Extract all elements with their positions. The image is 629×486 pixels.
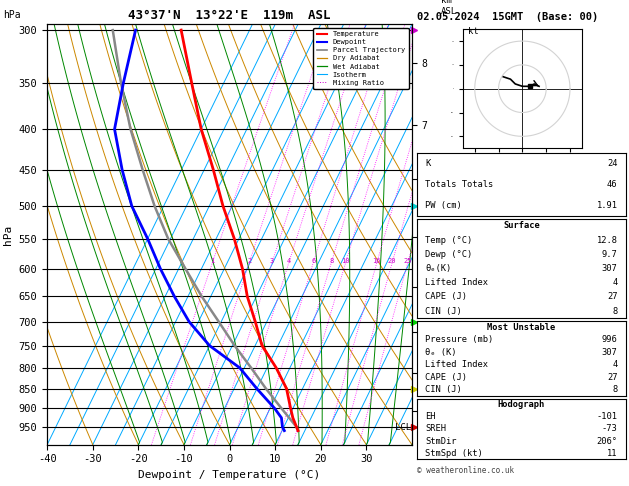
Text: 10: 10 xyxy=(342,258,350,264)
Text: 16: 16 xyxy=(372,258,381,264)
Y-axis label: hPa: hPa xyxy=(3,225,13,244)
X-axis label: Dewpoint / Temperature (°C): Dewpoint / Temperature (°C) xyxy=(138,470,321,480)
Text: CIN (J): CIN (J) xyxy=(425,385,462,394)
Text: CIN (J): CIN (J) xyxy=(425,307,462,316)
Text: kt: kt xyxy=(467,27,479,36)
Text: Most Unstable: Most Unstable xyxy=(487,323,555,331)
Text: 12.8: 12.8 xyxy=(596,236,618,244)
Text: StmDir: StmDir xyxy=(425,436,457,446)
Text: km
ASL: km ASL xyxy=(441,0,457,16)
Text: 206°: 206° xyxy=(596,436,618,446)
Text: 996: 996 xyxy=(602,335,618,344)
Text: Totals Totals: Totals Totals xyxy=(425,180,494,189)
Text: 2: 2 xyxy=(247,258,251,264)
Text: 307: 307 xyxy=(602,264,618,273)
Text: SREH: SREH xyxy=(425,424,447,434)
Text: 4: 4 xyxy=(612,278,618,287)
Text: StmSpd (kt): StmSpd (kt) xyxy=(425,449,483,458)
Text: 6: 6 xyxy=(311,258,315,264)
Text: 4: 4 xyxy=(612,360,618,369)
Text: θₑ(K): θₑ(K) xyxy=(425,264,452,273)
Text: Temp (°C): Temp (°C) xyxy=(425,236,472,244)
Text: 1: 1 xyxy=(210,258,214,264)
Text: 02.05.2024  15GMT  (Base: 00): 02.05.2024 15GMT (Base: 00) xyxy=(417,12,598,22)
Text: 8: 8 xyxy=(612,307,618,316)
Text: CAPE (J): CAPE (J) xyxy=(425,373,467,382)
Text: Dewp (°C): Dewp (°C) xyxy=(425,250,472,259)
Text: 8: 8 xyxy=(612,385,618,394)
Text: 20: 20 xyxy=(388,258,396,264)
Text: 46: 46 xyxy=(607,180,618,189)
Legend: Temperature, Dewpoint, Parcel Trajectory, Dry Adiabat, Wet Adiabat, Isotherm, Mi: Temperature, Dewpoint, Parcel Trajectory… xyxy=(313,28,408,89)
Text: 25: 25 xyxy=(403,258,412,264)
Text: Lifted Index: Lifted Index xyxy=(425,360,488,369)
Text: Lifted Index: Lifted Index xyxy=(425,278,488,287)
Text: 3: 3 xyxy=(270,258,274,264)
Text: 27: 27 xyxy=(607,293,618,301)
Text: Surface: Surface xyxy=(503,221,540,230)
Y-axis label: Mixing Ratio (g/kg): Mixing Ratio (g/kg) xyxy=(438,183,448,286)
Text: 8: 8 xyxy=(329,258,333,264)
Title: 43°37'N  13°22'E  119m  ASL: 43°37'N 13°22'E 119m ASL xyxy=(128,9,331,22)
Text: 27: 27 xyxy=(607,373,618,382)
Text: Pressure (mb): Pressure (mb) xyxy=(425,335,494,344)
Text: 24: 24 xyxy=(607,159,618,168)
Text: θₑ (K): θₑ (K) xyxy=(425,347,457,357)
Text: EH: EH xyxy=(425,412,436,421)
Text: CAPE (J): CAPE (J) xyxy=(425,293,467,301)
Text: hPa: hPa xyxy=(3,10,21,20)
Text: LCL: LCL xyxy=(394,423,411,432)
Text: -73: -73 xyxy=(602,424,618,434)
Text: 1.91: 1.91 xyxy=(596,201,618,210)
Text: 11: 11 xyxy=(607,449,618,458)
Text: © weatheronline.co.uk: © weatheronline.co.uk xyxy=(417,466,514,475)
Text: 4: 4 xyxy=(287,258,291,264)
Text: 307: 307 xyxy=(602,347,618,357)
Text: Hodograph: Hodograph xyxy=(498,400,545,409)
Text: -101: -101 xyxy=(596,412,618,421)
Text: 9.7: 9.7 xyxy=(602,250,618,259)
Text: PW (cm): PW (cm) xyxy=(425,201,462,210)
Text: K: K xyxy=(425,159,431,168)
